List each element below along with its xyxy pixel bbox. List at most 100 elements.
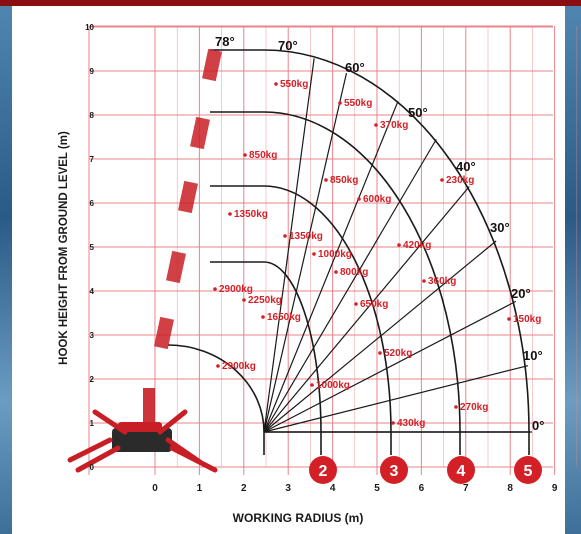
- load-label: 430kg: [397, 418, 425, 429]
- x-tick-label: 4: [330, 483, 336, 494]
- reach-arc: [263, 185, 392, 433]
- reach-arc: [263, 261, 322, 433]
- boom-section-badge: [380, 456, 408, 484]
- load-marker: [334, 270, 338, 274]
- load-label: 370kg: [380, 120, 408, 131]
- x-tick-label: 6: [419, 483, 425, 494]
- load-label: 270kg: [460, 402, 488, 413]
- angle-ray: [263, 186, 470, 433]
- load-label: 850kg: [330, 175, 358, 186]
- reach-arc: [263, 111, 461, 433]
- load-marker: [338, 101, 342, 105]
- angle-label: 40°: [456, 159, 476, 174]
- boom-section-badge: [447, 456, 475, 484]
- load-marker: [507, 317, 511, 321]
- angle-ray: [263, 300, 517, 433]
- y-tick-label: 10: [85, 23, 94, 32]
- angle-label: 0°: [532, 418, 544, 433]
- load-marker: [213, 287, 217, 291]
- reach-arc: [263, 49, 530, 433]
- y-tick-label: 5: [90, 243, 95, 252]
- load-label: 550kg: [280, 79, 308, 90]
- angle-ray: [263, 139, 437, 433]
- top-border: [0, 0, 581, 6]
- y-tick-label: 9: [90, 67, 95, 76]
- load-labels: 550kg 550kg 370kg 850kg 850kg 600kg 230kg 1350k…: [213, 79, 541, 429]
- angle-labels: 78° 70° 60° 50° 40° 30° 20° 10° 0°: [215, 34, 544, 433]
- y-tick-label: 7: [90, 155, 95, 164]
- crane-body: [112, 428, 172, 452]
- load-label: 150kg: [513, 314, 541, 325]
- angle-ray: [263, 72, 348, 433]
- angle-label: 70°: [278, 38, 298, 53]
- x-tick-label: 8: [507, 483, 513, 494]
- load-marker: [357, 197, 361, 201]
- boom-section-badge: [309, 456, 337, 484]
- load-marker: [454, 405, 458, 409]
- y-tick-label: 2: [90, 375, 95, 384]
- crane-outrigger: [157, 409, 188, 435]
- load-label: 230kg: [446, 175, 474, 186]
- load-marker: [397, 243, 401, 247]
- load-marker: [228, 212, 232, 216]
- crane-boom-section: [190, 116, 210, 150]
- load-label: 1350kg: [234, 209, 268, 220]
- axis-ticks: 0 1 2 3 4 5 6 7 8 9 0 1 2 3 4 5 6 7 8 9 10: [85, 23, 558, 494]
- angle-ray: [263, 240, 497, 433]
- x-tick-label: 7: [463, 483, 469, 494]
- left-border: [0, 6, 12, 534]
- angle-label: 30°: [490, 220, 510, 235]
- angle-ray: [263, 100, 399, 433]
- angle-label: 78°: [215, 34, 235, 49]
- load-marker: [243, 153, 247, 157]
- y-tick-label: 3: [90, 331, 95, 340]
- x-tick-label: 3: [285, 483, 291, 494]
- load-label: 550kg: [344, 98, 372, 109]
- load-marker: [354, 302, 358, 306]
- boom-section-badge: [514, 456, 542, 484]
- load-label: 1650kg: [267, 312, 301, 323]
- angle-label: 50°: [408, 105, 428, 120]
- crane-boom-section: [166, 250, 186, 284]
- y-axis-title: HOOK HEIGHT FROM GROUND LEVEL (m): [58, 131, 70, 365]
- crane-boom-section: [178, 180, 198, 214]
- load-marker: [440, 178, 444, 182]
- y-tick-label: 1: [90, 419, 95, 428]
- load-label: 2250kg: [248, 295, 282, 306]
- y-tick-label: 8: [90, 111, 95, 120]
- crane-mast: [143, 388, 155, 428]
- angle-ray: [263, 365, 529, 433]
- load-marker: [283, 234, 287, 238]
- load-label: 1000kg: [316, 380, 350, 391]
- load-label: 600kg: [363, 194, 391, 205]
- boom-section-number: 2: [319, 463, 328, 480]
- crane-illustration: [67, 48, 222, 473]
- boom-section-number: 4: [457, 463, 466, 480]
- load-label: 2900kg: [222, 361, 256, 372]
- load-marker: [378, 351, 382, 355]
- load-label: 800kg: [340, 267, 368, 278]
- x-axis-title: WORKING RADIUS (m): [233, 511, 364, 525]
- load-marker: [216, 364, 220, 368]
- angle-label: 10°: [523, 348, 543, 363]
- crane-outrigger: [75, 445, 121, 473]
- crane-boom-section: [154, 316, 174, 350]
- load-marker: [324, 178, 328, 182]
- load-marker: [310, 383, 314, 387]
- load-label: 1350kg: [289, 231, 323, 242]
- crane-outrigger: [92, 409, 128, 435]
- crane-outrigger: [169, 445, 218, 473]
- x-tick-label: 9: [552, 483, 558, 494]
- load-label: 2900kg: [219, 284, 253, 295]
- angle-rays: [263, 58, 532, 433]
- reach-arc: [167, 344, 265, 433]
- load-label: 360kg: [428, 276, 456, 287]
- boom-section-number: 5: [524, 463, 533, 480]
- angle-ray: [263, 58, 315, 433]
- load-label: 650kg: [360, 299, 388, 310]
- reach-arcs: [167, 49, 530, 455]
- y-tick-label: 4: [90, 287, 95, 296]
- angle-label: 20°: [511, 286, 531, 301]
